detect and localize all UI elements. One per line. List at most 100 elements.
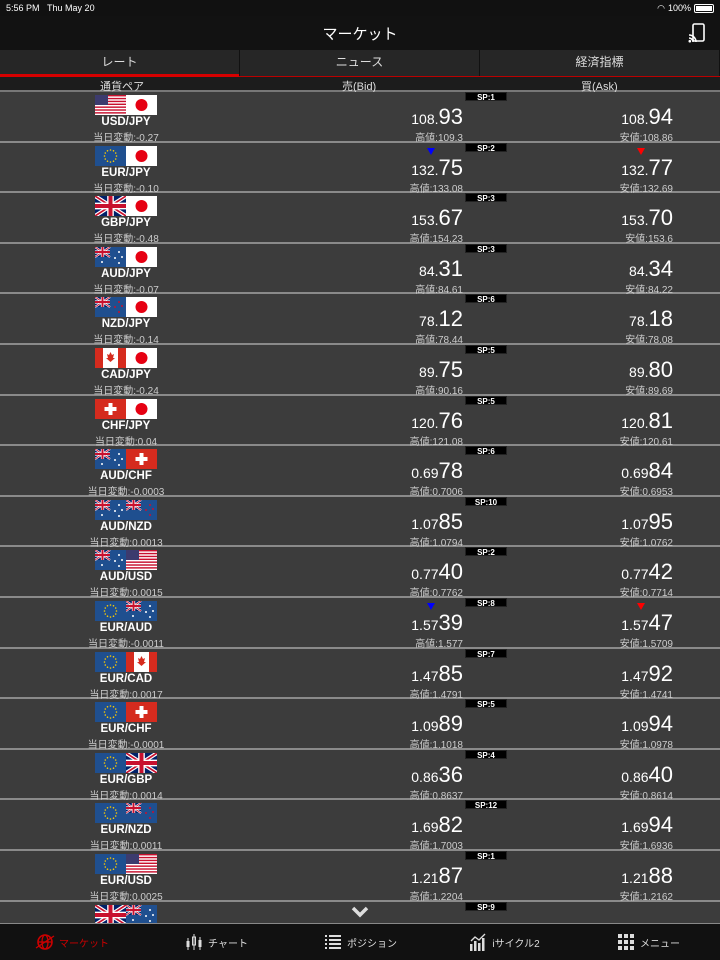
daily-change: 当日変動:0.0014	[89, 790, 163, 802]
nav-item-candlestick[interactable]: チャート	[144, 924, 288, 960]
tab-economic-indicators[interactable]: 経済指標	[480, 50, 720, 76]
status-time: 5:56 PM	[6, 3, 40, 13]
ask-price-pips: 92	[648, 660, 673, 686]
ask-low: 安値:1.6936	[619, 841, 673, 853]
rate-row[interactable]: SP:2 AUD/USD 当日変動:0.0015 0.7740 高値:0.7762 0.7…	[0, 547, 720, 599]
pair-name: EUR/JPY	[101, 166, 151, 179]
rate-row[interactable]: SP:6 NZD/JPY 当日変動:-0.14 78.12 高値:78.44 78.18 安…	[0, 294, 720, 347]
ask-price-major: 1.47	[621, 667, 649, 684]
ask-price[interactable]: 1.2188	[473, 863, 673, 889]
bid-price[interactable]: 153.67	[263, 205, 463, 231]
ask-price-major: 0.86	[621, 768, 649, 785]
nav-item-label: ポジション	[347, 938, 397, 950]
rate-row[interactable]: SP:10 AUD/NZD 当日変動:0.0013 1.0785 高値:1.0794 1.…	[0, 496, 720, 549]
nav-item-globe[interactable]: マーケット	[0, 924, 144, 960]
ask-price-pips: 84	[648, 458, 673, 484]
bid-price[interactable]: 1.0785	[263, 509, 463, 535]
nav-item-label: チャート	[208, 938, 248, 950]
rate-row[interactable]: SP:5 EUR/CHF 当日変動:-0.0001 1.0989 高値:1.1018 1.…	[0, 699, 720, 751]
tab-news[interactable]: ニュース	[240, 50, 480, 76]
currency-flags	[95, 752, 157, 773]
rate-row[interactable]: SP:6 AUD/CHF 当日変動:-0.0003 0.6978 高値:0.7006 0.…	[0, 446, 720, 498]
bid-price-major: 0.77	[411, 566, 439, 583]
rate-row[interactable]: SP:1 USD/JPY 当日変動:-0.27 108.93 高値:109.3 108.9…	[0, 92, 720, 144]
ask-price[interactable]: 1.0795	[473, 509, 673, 535]
bid-price[interactable]: 132.75	[263, 155, 463, 181]
ask-low: 安値:153.6	[625, 234, 673, 246]
ask-price-pips: 81	[648, 407, 673, 433]
ask-price-pips: 42	[648, 559, 673, 585]
rate-row[interactable]: SP:5 CHF/JPY 当日変動:0.04 120.76 高値:121.08 120.8…	[0, 395, 720, 448]
bid-price[interactable]: 0.6978	[263, 458, 463, 484]
nav-item-list[interactable]: ポジション	[288, 924, 432, 960]
bid-price[interactable]: 1.0989	[263, 711, 463, 737]
ask-price[interactable]: 89.80	[473, 357, 673, 383]
bid-price-major: 0.69	[411, 465, 439, 482]
bid-price[interactable]: 0.8636	[263, 762, 463, 788]
rate-list[interactable]: SP:1 USD/JPY 当日変動:-0.27 108.93 高値:109.3 108.9…	[0, 92, 720, 923]
ask-price[interactable]: 0.8640	[473, 762, 673, 788]
pair-name: EUR/AUD	[99, 621, 153, 634]
bid-price[interactable]: 1.6982	[263, 812, 463, 838]
ask-price[interactable]: 1.4792	[473, 661, 673, 687]
rate-row[interactable]: SP:12 EUR/NZD 当日変動:0.0011 1.6982 高値:1.7003 1.…	[0, 800, 720, 853]
bid-price-pips: 40	[438, 559, 463, 585]
rate-row[interactable]: SP:3 GBP/JPY 当日変動:-0.48 153.67 高値:154.23 153.…	[0, 193, 720, 246]
chevron-down-icon[interactable]	[351, 905, 369, 919]
pair-name: AUD/USD	[99, 571, 153, 584]
bid-price[interactable]: 1.5739	[263, 610, 463, 636]
rate-row[interactable]: SP:4 EUR/GBP 当日変動:0.0014 0.8636 高値:0.8637 0.8…	[0, 749, 720, 802]
ask-price[interactable]: 108.94	[473, 104, 673, 130]
ask-price[interactable]: 1.5747	[473, 610, 673, 636]
rate-row[interactable]: SP:1 EUR/USD 当日変動:0.0025 1.2187 高値:1.2204 1.2…	[0, 850, 720, 903]
flag-usd-icon	[95, 95, 126, 115]
bid-price[interactable]: 89.75	[263, 357, 463, 383]
ask-price[interactable]: 132.77	[473, 155, 673, 181]
rate-row[interactable]: SP:9	[0, 901, 720, 923]
bid-price-pips: 75	[438, 356, 463, 382]
rate-row[interactable]: SP:2 EUR/JPY 当日変動:-0.10 132.75 高値:133.08 132.…	[0, 142, 720, 195]
globe-icon	[35, 934, 55, 950]
currency-flags	[95, 904, 157, 923]
rate-row[interactable]: SP:3 AUD/JPY 当日変動:-0.07 84.31 高値:84.61 84.34 安…	[0, 243, 720, 296]
nav-item-chart-bars[interactable]: iサイクル2	[432, 924, 576, 960]
bid-price[interactable]: 1.2187	[263, 863, 463, 889]
bid-high: 高値:1.7003	[409, 841, 463, 853]
ask-low: 安値:84.22	[625, 284, 673, 296]
spread-badge: SP:1	[465, 92, 507, 102]
bid-price[interactable]: 108.93	[263, 104, 463, 130]
ask-low: 安値:78.08	[625, 335, 673, 347]
ask-price[interactable]: 1.6994	[473, 812, 673, 838]
ask-price[interactable]: 0.7742	[473, 559, 673, 585]
bid-price-pips: 87	[438, 862, 463, 888]
tab-rate[interactable]: レート	[0, 50, 240, 77]
rate-row[interactable]: SP:7 EUR/CAD 当日変動:0.0017 1.4785 高値:1.4791 1.4…	[0, 648, 720, 701]
ask-price-major: 1.21	[621, 869, 649, 886]
ask-price[interactable]: 0.6984	[473, 458, 673, 484]
ask-price-pips: 94	[648, 812, 673, 838]
rate-row[interactable]: SP:8 EUR/AUD 当日変動:-0.0011 1.5739 高値:1.577 1.5…	[0, 597, 720, 650]
currency-flags	[95, 95, 157, 115]
bid-price[interactable]: 78.12	[263, 306, 463, 332]
bid-price[interactable]: 0.7740	[263, 559, 463, 585]
spread-badge: SP:5	[465, 395, 507, 406]
nav-item-label: メニュー	[640, 938, 680, 950]
list-icon	[325, 935, 341, 949]
bid-price[interactable]: 120.76	[263, 408, 463, 434]
bid-price-pips: 31	[438, 255, 463, 281]
ask-price[interactable]: 78.18	[473, 306, 673, 332]
bid-price-major: 1.09	[411, 718, 439, 735]
chart-bars-icon	[470, 933, 486, 951]
ask-price[interactable]: 120.81	[473, 408, 673, 434]
ask-price[interactable]: 1.0994	[473, 711, 673, 737]
rate-row[interactable]: SP:5 CAD/JPY 当日変動:-0.24 89.75 高値:90.16 89.80 安…	[0, 344, 720, 397]
flag-jpy-icon	[126, 347, 157, 368]
cast-icon[interactable]	[688, 23, 706, 43]
ask-price[interactable]: 84.34	[473, 256, 673, 282]
bid-price[interactable]: 1.4785	[263, 661, 463, 687]
ask-price-major: 0.77	[621, 566, 649, 583]
status-bar: 5:56 PM Thu May 20 ◠ 100%	[0, 0, 720, 16]
bid-price[interactable]: 84.31	[263, 256, 463, 282]
ask-price[interactable]: 153.70	[473, 205, 673, 231]
nav-item-grid[interactable]: メニュー	[576, 924, 720, 960]
